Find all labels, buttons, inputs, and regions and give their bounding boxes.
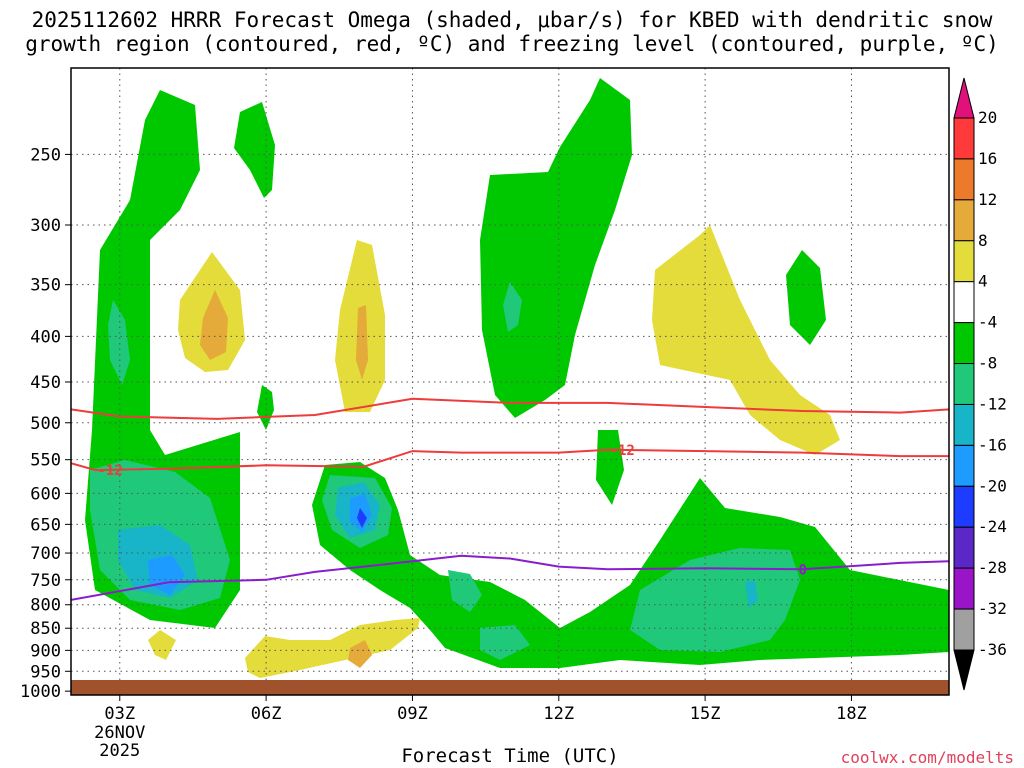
- colorbar-segment: [953, 608, 975, 651]
- colorbar-top-arrow: [953, 77, 975, 119]
- colorbar-label: -12: [978, 394, 1007, 413]
- omega-region-left-teal-upper: [108, 300, 130, 385]
- colorbar-segment: [953, 363, 975, 405]
- omega-region-lower-band: [312, 462, 949, 668]
- omega-region-17z-small: [786, 250, 826, 345]
- colorbar-label: -4: [978, 313, 997, 332]
- colorbar-label: 16: [978, 149, 997, 168]
- colorbar-label: -32: [978, 599, 1007, 618]
- y-tick-label: 1000: [20, 682, 61, 702]
- dgz-minus12-contour-label: -12: [97, 463, 122, 479]
- omega-region-low-yellow-1: [245, 618, 420, 678]
- y-tick-label: 300: [30, 216, 61, 236]
- dgz-minus12-contour-label: -12: [610, 443, 635, 459]
- colorbar-label: -24: [978, 517, 1007, 536]
- omega-region-low-orange: [348, 640, 372, 668]
- x-tick-label: 15Z: [690, 704, 721, 724]
- colorbar-segment: [953, 117, 975, 160]
- omega-region-16z-yellow: [652, 225, 840, 455]
- title-line-1: 2025112602 HRRR Forecast Omega (shaded, …: [31, 8, 993, 32]
- colorbar-segment: [953, 281, 975, 324]
- omega-region-13z-small: [596, 430, 624, 505]
- colorbar-label: -8: [978, 354, 997, 373]
- colorbar-label: 8: [978, 231, 988, 250]
- y-tick-label: 400: [30, 327, 61, 347]
- y-tick-label: 750: [30, 571, 61, 591]
- x-date-day: 26NOV: [94, 723, 145, 743]
- y-tick-label: 250: [30, 145, 61, 165]
- y-tick-label: 450: [30, 373, 61, 393]
- y-tick-label: 550: [30, 451, 61, 471]
- colorbar-label: 20: [978, 108, 997, 127]
- omega-region-05z-orange: [200, 290, 228, 360]
- colorbar-segment: [953, 158, 975, 201]
- omega-shading: [85, 78, 949, 678]
- freezing-level-contour: [71, 554, 949, 601]
- x-tick-label: 03Z: [104, 704, 135, 724]
- colorbar-label: -16: [978, 435, 1007, 454]
- colorbar-label: -36: [978, 640, 1007, 659]
- title-line-2: growth region (contoured, red, ºC) and f…: [25, 32, 999, 56]
- x-date-year: 2025: [99, 741, 140, 761]
- omega-region-06z-small: [257, 385, 274, 430]
- x-tick-label: 18Z: [836, 704, 867, 724]
- colorbar-segment: [953, 199, 975, 242]
- colorbar-bottom-arrow: [953, 649, 975, 691]
- omega-region-06z-upper: [234, 102, 275, 198]
- x-tick-label: 12Z: [543, 704, 574, 724]
- y-tick-label: 950: [30, 662, 61, 682]
- colorbar-segment: [953, 526, 975, 569]
- x-axis-label: Forecast Time (UTC): [401, 745, 619, 767]
- y-axis: 2503003504004505005506006507007508008509…: [20, 145, 71, 702]
- y-tick-label: 600: [30, 484, 61, 504]
- credit-link[interactable]: coolwx.com/modelts: [840, 748, 1014, 767]
- y-tick-label: 650: [30, 515, 61, 535]
- contour-lines: -12 -12 0: [71, 397, 949, 601]
- omega-region-08z-darkblue: [357, 508, 367, 528]
- colorbar-label: -20: [978, 476, 1007, 495]
- colorbar-segment: [953, 240, 975, 283]
- y-tick-label: 350: [30, 276, 61, 296]
- omega-region-11z-teal-upper: [503, 282, 522, 332]
- freezing-level-contour-label: 0: [798, 562, 806, 578]
- colorbar-label: 12: [978, 190, 997, 209]
- x-tick-label: 06Z: [251, 704, 282, 724]
- colorbar-segment: [953, 444, 975, 487]
- y-tick-label: 500: [30, 414, 61, 434]
- colorbar-segment: [953, 322, 975, 365]
- colorbar-segment: [953, 403, 975, 446]
- omega-region-low-yellow-2: [148, 630, 176, 660]
- colorbar-segment: [953, 485, 975, 528]
- dgz-minus12-contour: [71, 448, 949, 472]
- chart-title: 2025112602 HRRR Forecast Omega (shaded, …: [0, 8, 1024, 56]
- colorbar-label: -28: [978, 558, 1007, 577]
- colorbar-label: 4: [978, 272, 988, 291]
- omega-region-11z-upper: [480, 78, 632, 418]
- omega-region-08z-orange: [356, 305, 368, 380]
- ground-surface: [71, 680, 949, 695]
- omega-region-16z-cyan: [745, 580, 758, 608]
- colorbar: 20 16 12 8 4 -4 -8 -12 -16 -20 -24 -28 -32 -36: [953, 77, 1007, 691]
- grid-lines: [71, 68, 949, 695]
- y-tick-label: 700: [30, 544, 61, 564]
- omega-region-16z-teal: [630, 548, 800, 652]
- dgz-upper-contour: [71, 397, 949, 420]
- x-tick-label: 09Z: [397, 704, 428, 724]
- colorbar-segment: [953, 567, 975, 610]
- y-tick-label: 800: [30, 596, 61, 616]
- omega-region-10z-teal: [448, 570, 482, 612]
- y-tick-label: 900: [30, 641, 61, 661]
- omega-region-11z-teal-low: [480, 625, 530, 660]
- y-tick-label: 850: [30, 619, 61, 639]
